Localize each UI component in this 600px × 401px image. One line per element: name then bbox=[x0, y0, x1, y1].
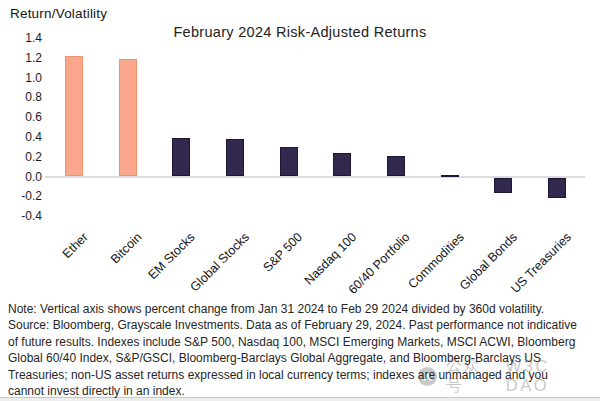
note-line: Note: Vertical axis shows percent change… bbox=[8, 301, 598, 317]
bar-ether bbox=[65, 56, 83, 177]
note-line: Treasuries; non-US asset returns express… bbox=[8, 367, 598, 383]
note-line: Source: Bloomberg, Grayscale Investments… bbox=[8, 317, 598, 333]
x-axis-label-s-p-500: S&P 500 bbox=[261, 230, 306, 275]
y-tick-label: 0.4 bbox=[0, 130, 42, 144]
note-line: Global 60/40 Index, S&P/GSCI, Bloomberg-… bbox=[8, 350, 598, 366]
x-axis-label-ether: Ether bbox=[60, 230, 91, 261]
bar-bitcoin bbox=[119, 59, 137, 177]
x-axis-label-nasdaq-100: Nasdaq 100 bbox=[302, 230, 360, 288]
y-tick-label: 1.0 bbox=[0, 71, 42, 85]
y-tick-label: 0.6 bbox=[0, 110, 42, 124]
bar-global-bonds bbox=[494, 178, 512, 193]
y-tick-label: 0.2 bbox=[0, 150, 42, 164]
x-axis-label-bitcoin: Bitcoin bbox=[108, 230, 144, 266]
bar-us-treasuries bbox=[548, 178, 566, 198]
y-tick-label: 0.8 bbox=[0, 90, 42, 104]
bar-nasdaq-100 bbox=[333, 153, 351, 177]
bar-60-40-portfolio bbox=[387, 156, 405, 177]
bar-global-stocks bbox=[226, 139, 244, 177]
y-tick-label: -0.2 bbox=[0, 189, 42, 203]
bar-s-p-500 bbox=[280, 147, 298, 177]
note-line: of future results. Indexes include S&P 5… bbox=[8, 334, 598, 350]
risk-adjusted-returns-figure: Return/Volatility February 2024 Risk-Adj… bbox=[0, 0, 600, 401]
bar-em-stocks bbox=[172, 138, 190, 177]
y-tick-label: 0.0 bbox=[0, 170, 42, 184]
x-axis-label-em-stocks: EM Stocks bbox=[146, 230, 198, 282]
note-line: cannot invest directly in an index. bbox=[8, 383, 598, 399]
y-tick-label: -0.4 bbox=[0, 209, 42, 223]
y-tick-label: 1.2 bbox=[0, 51, 42, 65]
bar-commodities bbox=[441, 175, 459, 177]
footnote: Note: Vertical axis shows percent change… bbox=[8, 301, 598, 399]
y-tick-label: 1.4 bbox=[0, 31, 42, 45]
